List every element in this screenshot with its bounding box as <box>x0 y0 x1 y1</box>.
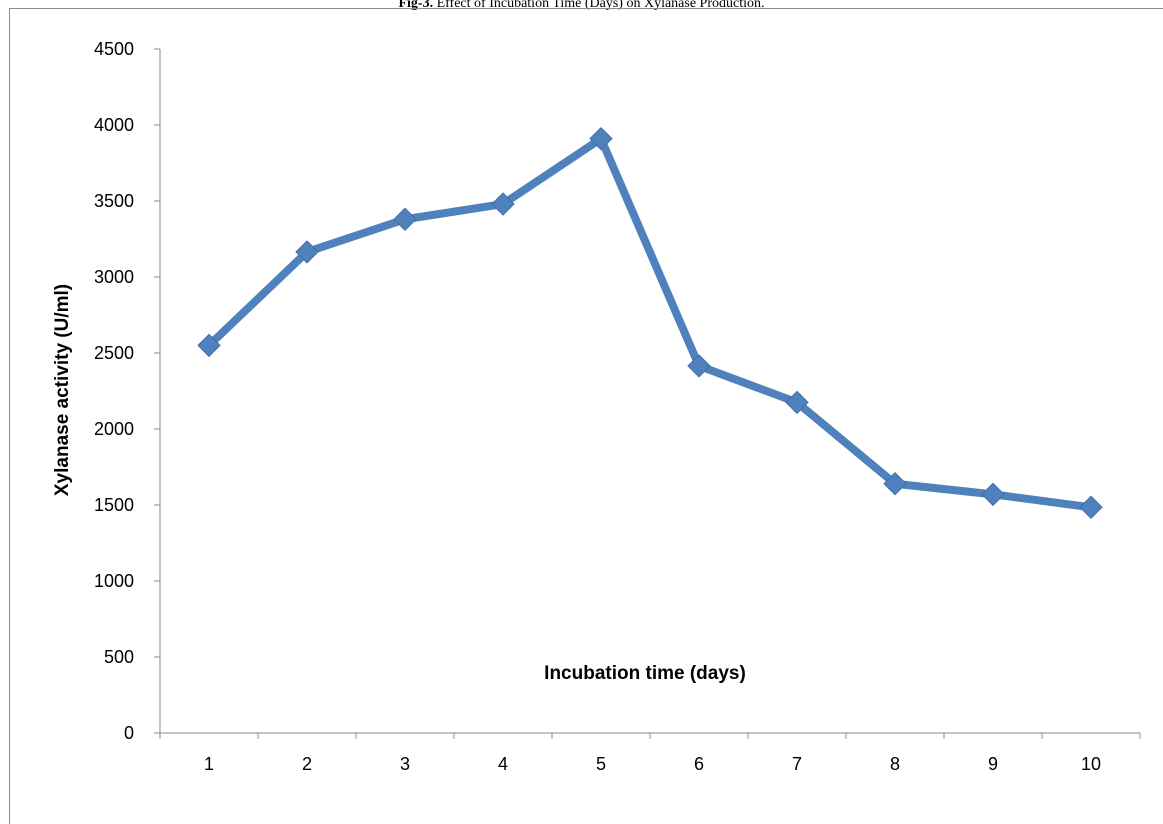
tick-labels: 0 500 1000 1500 2000 2500 3000 3500 4000 4500 1 2 3 4… <box>94 39 1101 774</box>
chart-frame <box>9 8 1163 824</box>
figure-caption-prefix: Fig-3. <box>398 0 434 11</box>
x-tick-label: 8 <box>890 754 900 774</box>
x-axis-label: Incubation time (days) <box>544 663 746 684</box>
y-tick-label: 0 <box>124 723 134 743</box>
x-tick-label: 4 <box>498 754 508 774</box>
data-point-marker <box>1079 495 1103 519</box>
y-tick-label: 4500 <box>94 39 134 59</box>
x-tick-label: 7 <box>792 754 802 774</box>
x-tick-label: 6 <box>694 754 704 774</box>
y-tick-label: 3500 <box>94 191 134 211</box>
y-tick-label: 4000 <box>94 115 134 135</box>
y-tick-label: 500 <box>104 647 134 667</box>
figure-caption: Fig-3. Effect of Incubation Time (Days) … <box>0 0 1163 14</box>
y-tick-label: 2000 <box>94 419 134 439</box>
chart-axes <box>154 48 1141 739</box>
data-point-marker <box>393 207 417 231</box>
x-tick-label: 3 <box>400 754 410 774</box>
figure-caption-text: Effect of Incubation Time (Days) on Xyla… <box>436 0 765 11</box>
x-tick-label: 10 <box>1081 754 1101 774</box>
x-tick-label: 2 <box>302 754 312 774</box>
data-point-marker <box>883 472 907 496</box>
plot-area <box>197 126 1103 519</box>
y-axis-label: Xylanase activity (U/ml) <box>52 284 73 496</box>
data-point-marker <box>687 354 711 378</box>
data-point-marker <box>295 240 319 264</box>
data-point-marker <box>197 333 221 358</box>
y-tick-label: 1500 <box>94 495 134 515</box>
y-tick-label: 3000 <box>94 267 134 287</box>
data-point-marker <box>785 390 809 415</box>
y-tick-label: 2500 <box>94 343 134 363</box>
y-tick-label: 1000 <box>94 571 134 591</box>
data-point-marker <box>491 192 515 216</box>
x-tick-label: 1 <box>204 754 214 774</box>
data-point-marker <box>981 482 1005 507</box>
x-tick-label: 5 <box>596 754 606 774</box>
data-point-marker <box>589 126 613 151</box>
series-line <box>205 134 1095 512</box>
x-tick-label: 9 <box>988 754 998 774</box>
